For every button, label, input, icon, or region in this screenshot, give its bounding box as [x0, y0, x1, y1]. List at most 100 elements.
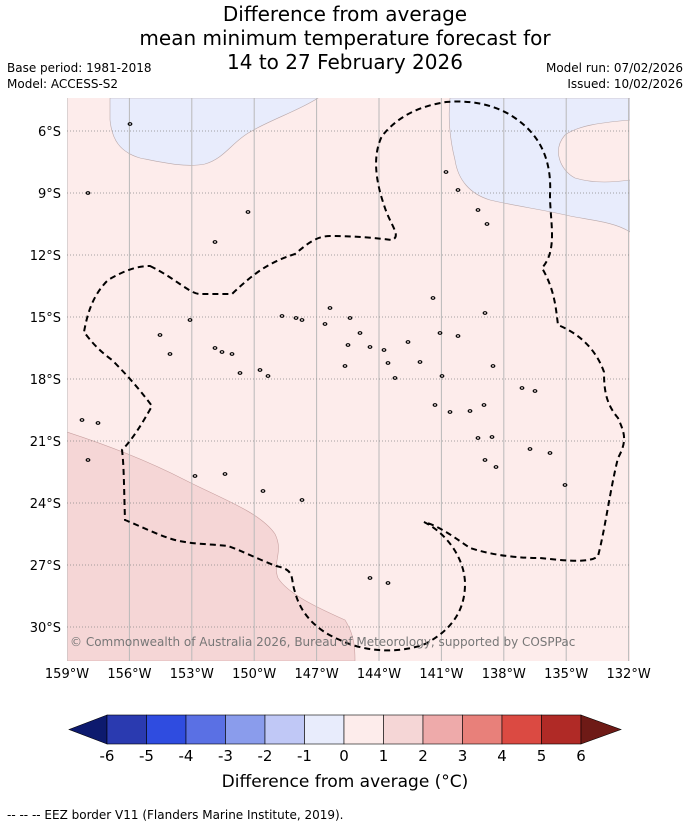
colorbar-tick-label: 1: [379, 747, 389, 765]
colorbar-segment: [501, 714, 542, 745]
model-run: Model run: 07/02/2026: [545, 61, 683, 75]
meta-left: Base period: 1981-2018 Model: ACCESS-S2: [7, 60, 152, 92]
island-outline: [245, 210, 251, 214]
island-outline: [385, 581, 391, 585]
island-outline: [367, 576, 373, 580]
island-outline: [167, 352, 173, 356]
longitude-label: 153°W: [170, 667, 214, 682]
colorbar-tick-labels: -6 -5 -4 -3 -2 -1 0 1 2 3 4 5 6: [100, 747, 586, 765]
longitude-label: 156°W: [107, 667, 151, 682]
colorbar-segment: [106, 714, 147, 745]
island-outline: [443, 170, 449, 174]
island-outline: [562, 483, 568, 487]
longitude-label: 150°W: [232, 667, 276, 682]
colorbar-tick-label: -2: [258, 747, 273, 765]
longitude-label: 132°W: [607, 667, 651, 682]
island-outline: [345, 343, 351, 347]
island-outline: [475, 208, 481, 212]
island-outline: [482, 458, 488, 462]
longitude-label: 141°W: [419, 667, 463, 682]
latitude-labels: 6°S 9°S 12°S 15°S 18°S 21°S 24°S 27°S 30°S: [30, 125, 61, 636]
island-outline: [260, 489, 266, 493]
island-outline: [157, 333, 163, 337]
title-line-2: mean minimum temperature forecast for: [139, 26, 551, 50]
island-outline: [257, 368, 263, 372]
island-outline: [547, 451, 553, 455]
island-outline: [447, 410, 453, 414]
colorbar-extend-high: [580, 714, 622, 745]
colorbar-segment: [185, 714, 226, 745]
longitude-label: 135°W: [544, 667, 588, 682]
island-outline: [357, 331, 363, 335]
colorbar-tick-label: 3: [458, 747, 468, 765]
latitude-label: 24°S: [30, 497, 61, 512]
colorbar-segment: [541, 714, 582, 745]
longitude-label: 138°W: [482, 667, 526, 682]
island-outline: [490, 364, 496, 368]
island-outline: [467, 409, 473, 413]
longitude-label: 159°W: [45, 667, 89, 682]
colorbar-tick-label: -1: [297, 747, 312, 765]
longitude-label: 147°W: [295, 667, 339, 682]
longitude-label: 144°W: [357, 667, 401, 682]
latitude-label: 21°S: [30, 435, 61, 450]
colorbar-segment: [146, 714, 187, 745]
latitude-label: 9°S: [38, 187, 61, 202]
island-outline: [299, 498, 305, 502]
island-outline: [212, 240, 218, 244]
island-outline: [187, 318, 193, 322]
colorbar-tick-label: -5: [139, 747, 154, 765]
island-outline: [439, 374, 445, 378]
island-outline: [322, 322, 328, 326]
island-outline: [237, 371, 243, 375]
colorbar-segment: [462, 714, 503, 745]
base-period: Base period: 1981-2018: [7, 61, 152, 75]
title-line-1: Difference from average: [222, 2, 468, 26]
latitude-label: 27°S: [30, 559, 61, 574]
island-outline: [347, 316, 353, 320]
model-name: Model: ACCESS-S2: [7, 77, 119, 91]
island-outline: [229, 352, 235, 356]
map-title: Difference from average mean minimum tem…: [0, 2, 690, 74]
copyright-notice: © Commonwealth of Australia 2026, Bureau…: [70, 635, 575, 649]
colorbar-title: Difference from average (°C): [221, 772, 469, 792]
island-outline: [417, 360, 423, 364]
island-outline: [95, 421, 101, 425]
island-outline: [405, 340, 411, 344]
island-outline: [385, 361, 391, 365]
colorbar-tick-label: -6: [100, 747, 115, 765]
island-outline: [212, 346, 218, 350]
island-outline: [85, 191, 91, 195]
colorbar-tick-label: -3: [218, 747, 233, 765]
colorbar-segment: [225, 714, 266, 745]
map-plot-area: © Commonwealth of Australia 2026, Bureau…: [67, 98, 630, 661]
island-outline: [430, 296, 436, 300]
colorbar-tick-label: 5: [537, 747, 547, 765]
island-outlines: [79, 122, 568, 585]
island-outline: [489, 435, 495, 439]
anomaly-region-warm: [67, 431, 356, 661]
colorbar-segment: [264, 714, 305, 745]
colorbar-tick-label: -4: [179, 747, 194, 765]
eez-footnote: -- -- -- EEZ border V11 (Flanders Marine…: [7, 808, 344, 822]
island-outline: [293, 316, 299, 320]
island-outline: [219, 350, 225, 354]
colorbar-tick-label: 2: [418, 747, 428, 765]
meta-right: Model run: 07/02/2026 Issued: 10/02/2026: [546, 60, 683, 92]
latitude-label: 15°S: [30, 311, 61, 326]
latitude-label: 12°S: [30, 249, 61, 264]
island-outline: [527, 447, 533, 451]
issued-date: Issued: 10/02/2026: [567, 77, 683, 91]
anomaly-region-cool: [448, 98, 630, 233]
island-outline: [79, 418, 85, 422]
island-outline: [192, 474, 198, 478]
colorbar-segment: [304, 714, 345, 745]
island-outline: [381, 348, 387, 352]
colorbar-tick-label: 0: [339, 747, 349, 765]
island-outline: [85, 458, 91, 462]
longitude-labels: 159°W 156°W 153°W 150°W 147°W 144°W 141°W 138°W…: [45, 667, 651, 682]
island-outline: [392, 376, 398, 380]
island-outline: [437, 331, 443, 335]
island-outline: [475, 436, 481, 440]
